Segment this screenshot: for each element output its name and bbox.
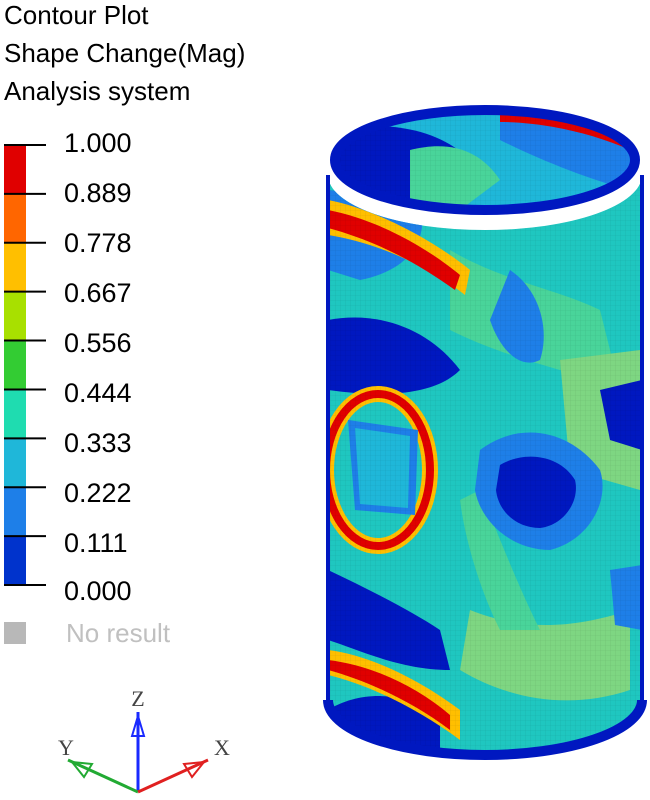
- legend-band: [4, 145, 26, 195]
- coordinate-system-label: Analysis system: [4, 76, 191, 106]
- legend-band: [4, 291, 26, 342]
- legend-label-0222: 0.222: [64, 478, 132, 508]
- x-axis-line: [137, 758, 209, 794]
- legend-band: [4, 438, 26, 488]
- legend-band: [4, 340, 26, 390]
- legend-label-0111: 0.111: [64, 528, 128, 558]
- x-axis-arrow-icon: [182, 760, 207, 779]
- no-result-swatch: [4, 622, 26, 644]
- legend-band: [4, 536, 26, 586]
- legend-label-0444: 0.444: [64, 378, 132, 408]
- legend-label-0000: 0.000: [64, 576, 132, 606]
- result-type-label: Shape Change(Mag): [4, 38, 246, 68]
- no-result-label: No result: [66, 618, 171, 648]
- legend-band: [4, 389, 26, 439]
- legend-color-bar: [4, 144, 46, 586]
- y-axis-line: [67, 758, 139, 794]
- y-axis-label: Y: [58, 735, 74, 760]
- legend-label-0889: 0.889: [64, 178, 132, 208]
- z-axis-arrow-icon: [130, 712, 146, 737]
- x-axis-label: X: [214, 735, 230, 760]
- legend-band: [4, 193, 26, 244]
- plot-title: Contour Plot: [4, 0, 149, 30]
- z-axis-label: Z: [131, 686, 144, 711]
- coordinate-triad: Z Y X: [58, 686, 230, 794]
- legend-band: [4, 242, 26, 293]
- legend-label-1000: 1.000: [64, 128, 132, 158]
- cylinder-outer-surface: [328, 175, 642, 755]
- y-axis-arrow-icon: [69, 760, 94, 779]
- cylinder-contour-model: [323, 105, 647, 760]
- legend-label-0667: 0.667: [64, 278, 132, 308]
- legend-label-0778: 0.778: [64, 228, 132, 258]
- legend-label-0556: 0.556: [64, 328, 132, 358]
- legend-label-0333: 0.333: [64, 428, 132, 458]
- cylinder-bottom-rim: [323, 699, 647, 760]
- cylinder-top-rim: [330, 105, 640, 215]
- legend-band: [4, 487, 26, 537]
